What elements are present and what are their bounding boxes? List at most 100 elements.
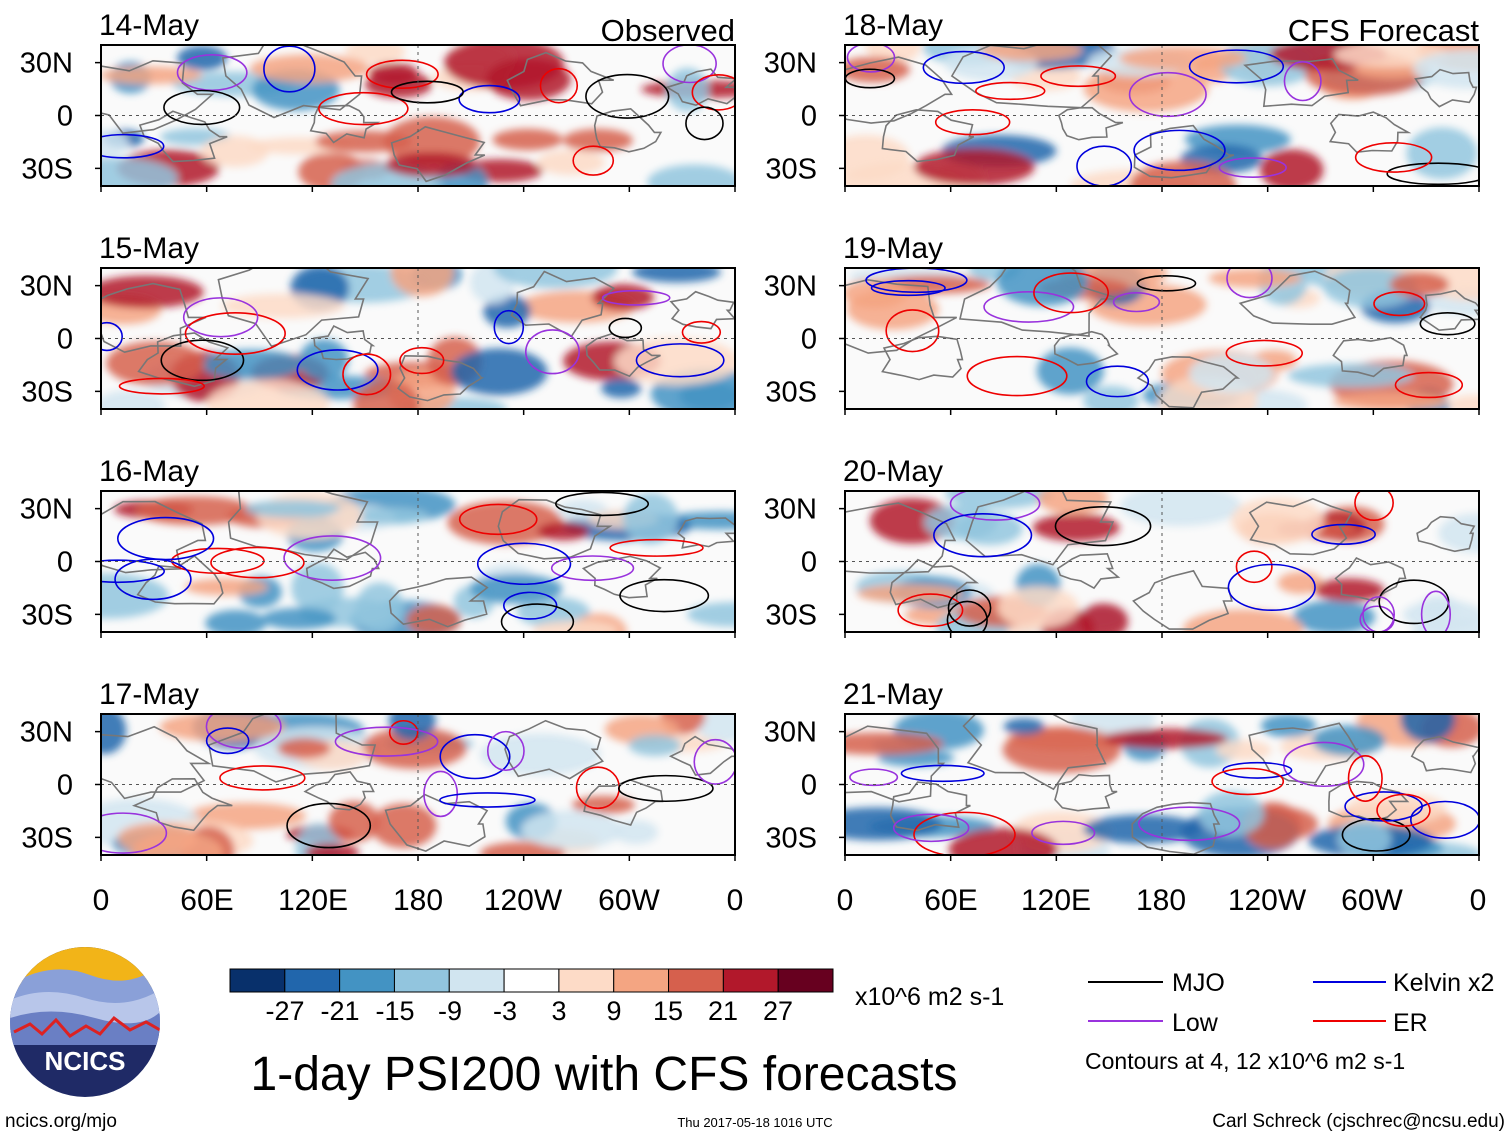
contour-line <box>486 730 525 772</box>
x-tick-label: 0 <box>1470 884 1487 917</box>
colorbar-swatch <box>284 968 341 993</box>
anomaly-shade <box>201 135 269 168</box>
y-tick-label: 30S <box>765 822 817 854</box>
contour-layer <box>101 45 735 176</box>
coastline <box>388 576 489 628</box>
coastline <box>1416 515 1476 553</box>
contour-line <box>1394 371 1464 399</box>
anomaly-shade <box>1403 600 1479 630</box>
contour-line <box>114 558 192 601</box>
contour-line <box>913 811 1016 855</box>
contour-line <box>1076 145 1133 186</box>
contour-line <box>182 297 259 338</box>
contour-line <box>885 309 940 353</box>
map-panel: 18-May CFS Forecast 30N 0 30S <box>764 9 1480 192</box>
contour-layer <box>865 268 1476 399</box>
x-tick-label: 60W <box>598 884 660 917</box>
contour-line <box>1112 292 1161 313</box>
contour-line <box>1347 755 1383 802</box>
contour-line <box>849 768 899 787</box>
contour-line <box>662 45 717 84</box>
anomaly-shade <box>200 349 303 380</box>
coastline <box>593 107 663 153</box>
shading-layer <box>845 45 1479 186</box>
colorbar-tick-label: 3 <box>551 996 566 1026</box>
anomaly-shade <box>1314 578 1385 602</box>
colorbar-tick-label: 21 <box>708 996 738 1026</box>
contour-line <box>101 321 123 352</box>
contour-line <box>539 67 579 104</box>
y-tick-label: 0 <box>57 324 73 356</box>
anomaly-shade <box>536 149 605 176</box>
anomaly-shade <box>845 807 942 841</box>
legend-label-mjo: MJO <box>1172 969 1225 997</box>
contour-line <box>176 53 248 92</box>
colorbar-swatch <box>229 968 286 993</box>
coastline <box>101 59 215 135</box>
anomaly-shade <box>1183 609 1304 632</box>
y-tick-label: 30N <box>20 717 73 749</box>
anomaly-shade <box>945 491 1053 509</box>
coastline-layer <box>101 714 735 852</box>
colorbar-swatch <box>722 968 779 993</box>
coastline <box>1332 336 1409 378</box>
panel-content <box>845 714 1479 855</box>
contour-line <box>983 291 1075 323</box>
colorbar: -27 -21 -15 -9 -3 3 9 15 21 27 x10^6 m2 … <box>229 968 1004 1026</box>
y-tick-label: 0 <box>57 101 73 133</box>
shading-layer <box>101 268 735 409</box>
anomaly-shade <box>996 268 1089 307</box>
contour-line <box>458 84 521 114</box>
panel-date-label: 18-May <box>843 9 943 42</box>
y-tick-label: 30S <box>765 153 817 185</box>
coastline <box>1133 124 1235 179</box>
coastline <box>221 45 363 119</box>
colorbar-swatch <box>777 968 834 993</box>
anomaly-shade <box>857 584 965 603</box>
anomaly-shade <box>315 130 413 153</box>
contour-line <box>502 591 558 620</box>
coastline <box>889 558 980 609</box>
panel-date-label: 16-May <box>99 455 199 488</box>
anomaly-shade <box>948 827 1058 855</box>
contour-line <box>934 108 1011 136</box>
panel-date-label: 20-May <box>843 455 943 488</box>
contour-line <box>933 513 1033 558</box>
coastline <box>1248 722 1359 784</box>
anomaly-shade <box>450 348 548 396</box>
map-panel: 16-May 30N 0 30S <box>20 455 736 638</box>
anomaly-shade <box>1337 819 1392 855</box>
anomaly-shade <box>622 492 679 545</box>
anomaly-shade <box>1003 718 1045 736</box>
contour-layer <box>849 741 1479 855</box>
colorbar-tick-label: -9 <box>438 996 462 1026</box>
contour-line <box>1211 767 1285 796</box>
anomaly-shade <box>1208 268 1302 288</box>
coastline <box>1243 58 1359 108</box>
y-tick-label: 30S <box>21 599 73 631</box>
contour-line <box>1218 157 1287 178</box>
contour-line <box>101 812 168 854</box>
anomaly-shade <box>261 607 337 630</box>
anomaly-shade <box>249 54 370 83</box>
contour-line <box>572 145 615 176</box>
coastline <box>950 45 1113 109</box>
coastline-layer <box>101 268 735 402</box>
panel-date-label: 21-May <box>843 678 943 711</box>
coastline <box>138 110 228 163</box>
footer-url: ncics.org/mjo <box>5 1111 117 1132</box>
x-tick-label: 120W <box>484 884 563 917</box>
contour-line <box>388 719 419 746</box>
x-tick-label: 60E <box>924 884 977 917</box>
anomaly-shade <box>924 504 998 540</box>
coastline <box>845 56 954 124</box>
contour-line <box>691 74 735 111</box>
y-tick-label: 0 <box>57 547 73 579</box>
contour-line <box>163 89 241 126</box>
contour-line <box>476 542 572 586</box>
contour-line <box>681 320 722 344</box>
contour-line <box>870 279 946 297</box>
anomaly-shade <box>913 148 1035 186</box>
coastline <box>1248 497 1353 556</box>
coastline-layer <box>101 491 735 628</box>
